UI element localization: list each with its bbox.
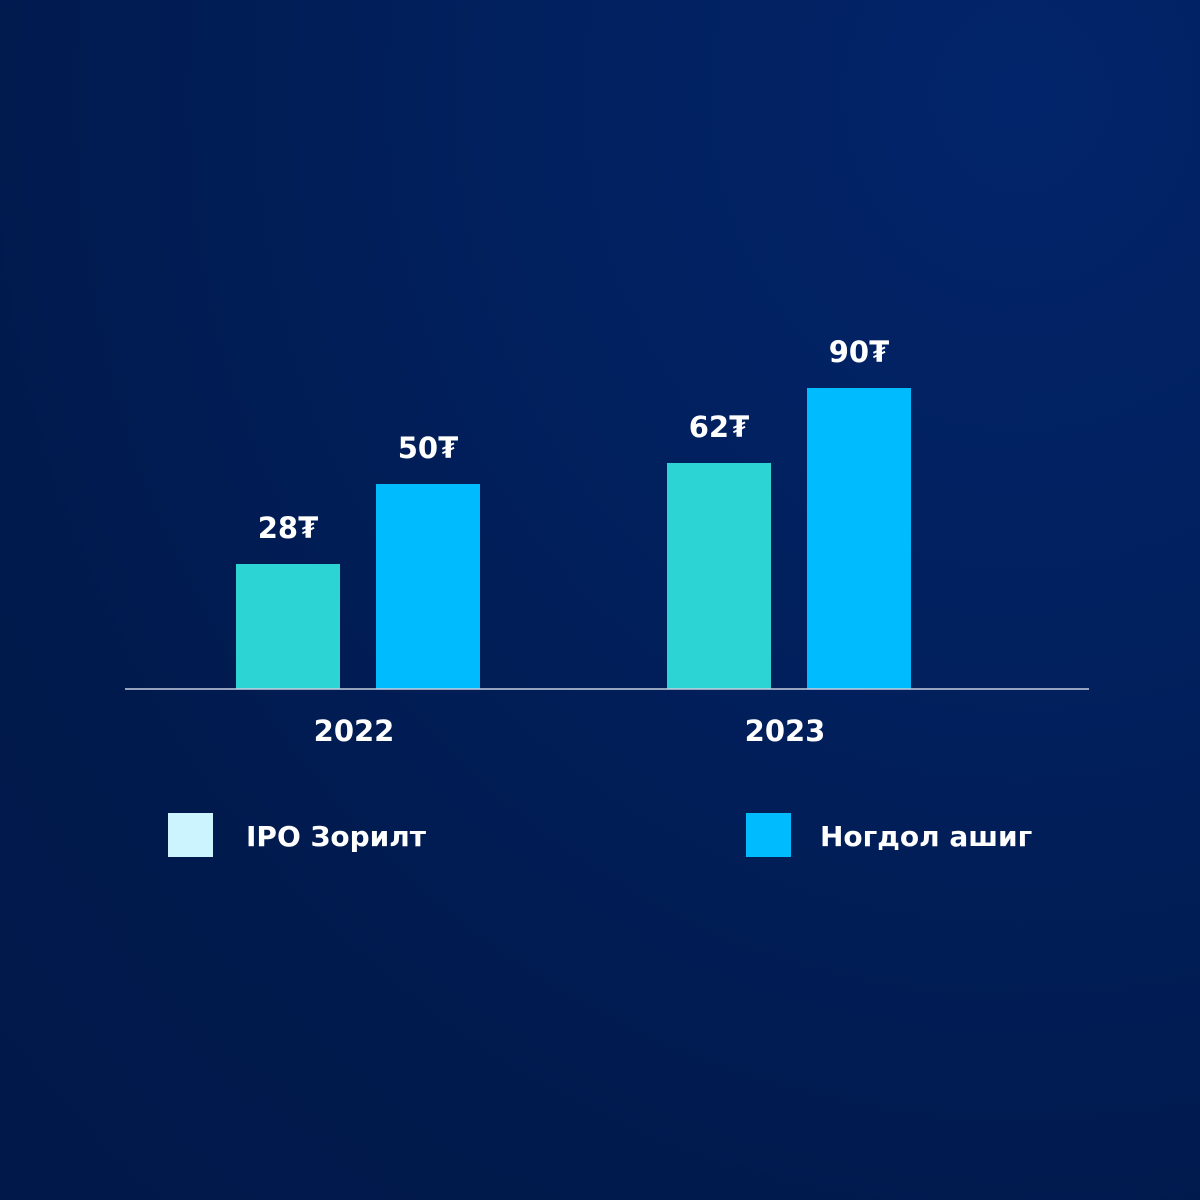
legend-label-nogdol-ashig: Ногдол ашиг (820, 820, 1032, 853)
bar-2022-series-2 (376, 484, 480, 689)
category-label-2023: 2023 (745, 714, 826, 748)
value-label-2023-series-2: 90₮ (829, 335, 890, 369)
value-label-2022-series-2: 50₮ (398, 431, 459, 465)
bar-2022-series-1 (236, 564, 340, 689)
value-labels-layer: 28₮ 50₮ 62₮ 90₮ (258, 335, 890, 545)
bars-layer (236, 388, 911, 689)
bar-2023-series-2 (807, 388, 911, 689)
value-label-2022-series-1: 28₮ (258, 511, 319, 545)
legend-label-ipo-zorilt: IPO Зорилт (246, 820, 427, 853)
value-label-2023-series-1: 62₮ (689, 410, 750, 444)
legend: IPO Зорилт Ногдол ашиг (168, 813, 1032, 857)
legend-swatch-ipo-zorilt (168, 813, 213, 857)
category-labels-layer: 2022 2023 (314, 714, 826, 748)
bar-2023-series-1 (667, 463, 771, 689)
category-label-2022: 2022 (314, 714, 395, 748)
legend-swatch-nogdol-ashig (746, 813, 791, 857)
